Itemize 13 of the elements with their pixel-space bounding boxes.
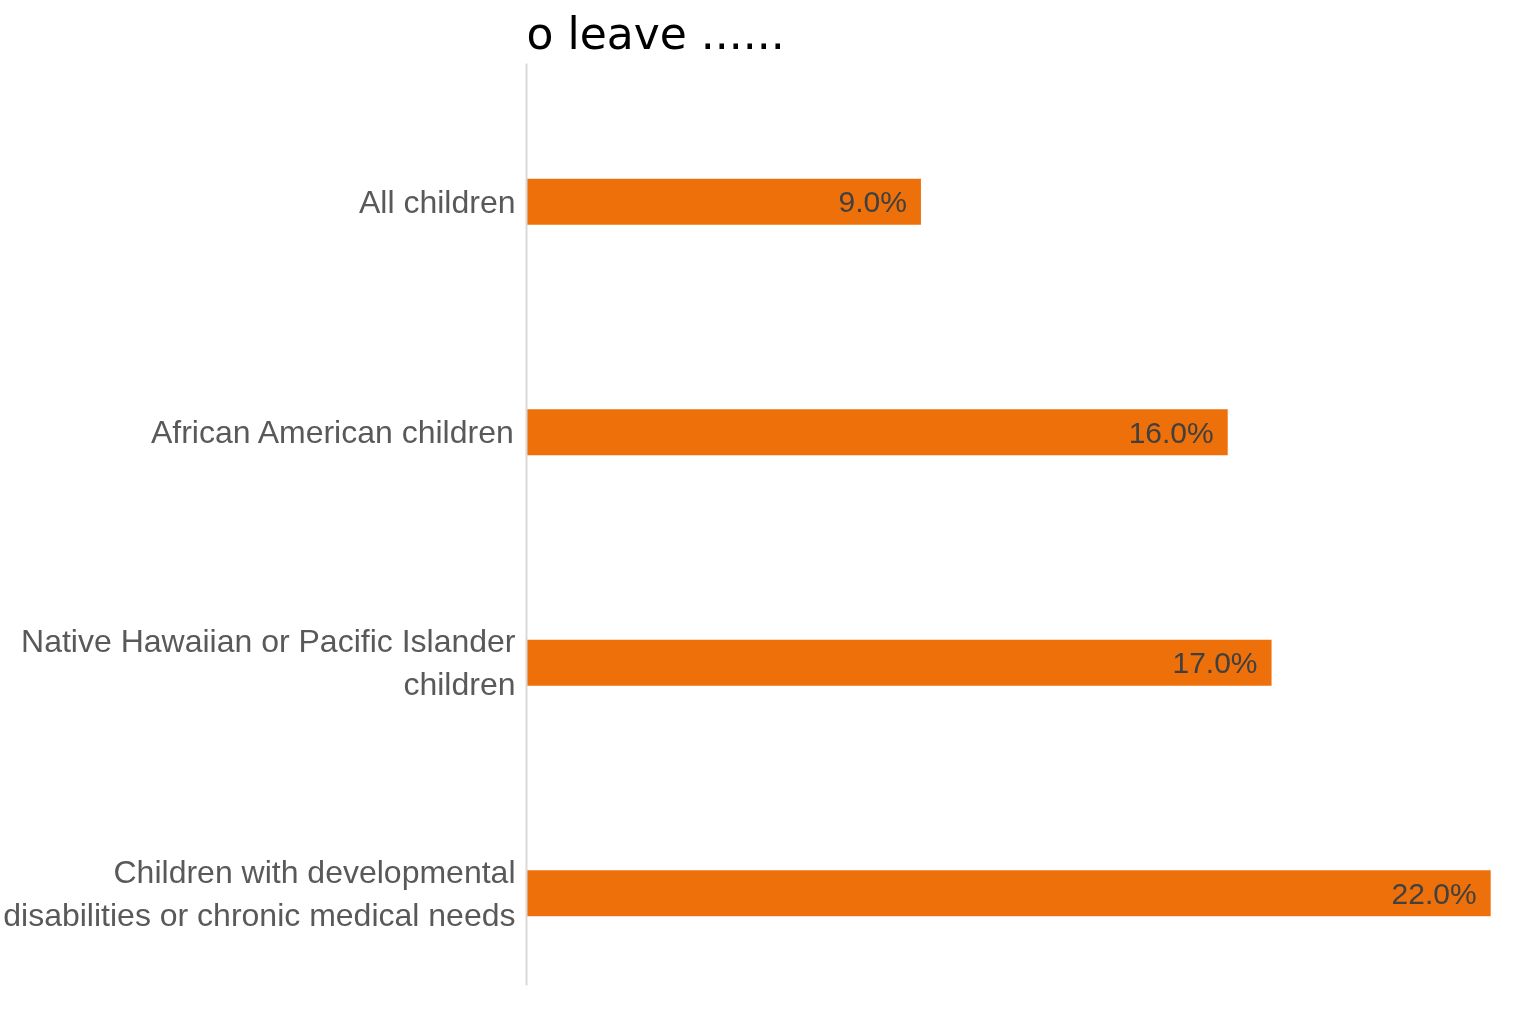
- bar: [526, 870, 1491, 917]
- data-label: 22.0%: [1391, 876, 1477, 910]
- y-tick-label: African American children: [150, 414, 514, 451]
- bar: [526, 409, 1228, 456]
- bar: [526, 639, 1272, 686]
- y-tick-label: All children: [358, 183, 516, 220]
- data-label: 16.0%: [1128, 415, 1214, 449]
- data-label: 9.0%: [838, 185, 907, 219]
- y-tick-label: Native Hawaiian or Pacific Islander children: [21, 623, 516, 703]
- chart-title: o leave ......: [526, 7, 785, 59]
- bar: [526, 178, 921, 225]
- data-label: 17.0%: [1172, 646, 1258, 680]
- y-tick-label: Children with developmental disabilities or chronic medical needs: [3, 853, 516, 933]
